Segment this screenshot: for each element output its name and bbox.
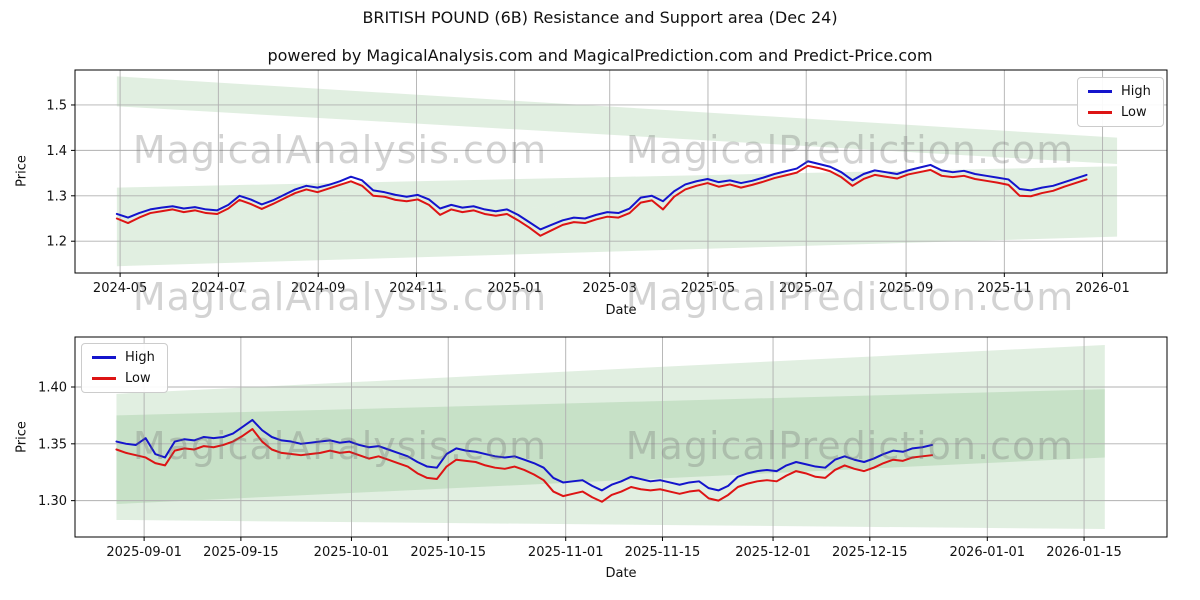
legend-entry-low: Low [92, 371, 155, 386]
x-tick-label: 2025-12-01 [735, 545, 811, 560]
x-tick-label: 2024-05 [93, 281, 147, 296]
support-resistance-band [116, 344, 1105, 530]
x-tick-label: 2024-11 [389, 281, 443, 296]
x-tick-label: 2025-09-01 [106, 545, 182, 560]
legend-label: High [125, 350, 155, 365]
top-chart: 2024-05 2024-07 2024-09 2024-11 2025-01 2025-… [46, 69, 1168, 296]
x-tick-label: 2026-01-15 [1046, 545, 1122, 560]
bottom-chart: 2025-09-01 2025-09-15 2025-10-01 2025-10-15… [38, 336, 1168, 560]
y-tick-label: 1.30 [38, 494, 67, 509]
plot-border [74, 69, 1168, 274]
chart-title: BRITISH POUND (6B) Resistance and Suppor… [362, 8, 838, 27]
x-tick-label: 2025-01 [488, 281, 542, 296]
low-line-swatch [92, 377, 116, 380]
high-line-swatch [92, 356, 116, 359]
bottom-chart-xlabel: Date [605, 566, 637, 581]
low-line [115, 428, 934, 503]
x-tick-label: 2025-10-15 [410, 545, 486, 560]
x-tick-label: 2025-09 [879, 281, 933, 296]
y-tick-label: 1.35 [38, 437, 67, 452]
top-chart-legend: High Low [1077, 77, 1164, 127]
support-resistance-band [116, 166, 1118, 218]
plot-border [74, 336, 1168, 538]
high-line [115, 160, 1088, 231]
support-resistance-band [116, 389, 1105, 505]
bottom-chart-legend: High Low [81, 343, 168, 393]
bottom-chart-ylabel: Price [14, 421, 30, 453]
top-chart-xlabel: Date [605, 303, 637, 318]
x-tick-label: 2026-01-01 [950, 545, 1026, 560]
legend-entry-high: High [92, 350, 155, 365]
x-tick-label: 2024-09 [291, 281, 345, 296]
y-tick-label: 1.40 [38, 381, 67, 396]
y-tick-label: 1.4 [46, 144, 67, 159]
legend-label: Low [1121, 105, 1147, 120]
support-resistance-band [116, 193, 1118, 267]
support-resistance-band [116, 76, 1118, 165]
top-chart-ylabel: Price [14, 155, 30, 187]
legend-label: High [1121, 84, 1151, 99]
y-tick-label: 1.5 [46, 98, 67, 113]
x-tick-label: 2025-11 [977, 281, 1031, 296]
legend-entry-high: High [1088, 84, 1151, 99]
legend-label: Low [125, 371, 151, 386]
x-tick-label: 2025-10-01 [314, 545, 390, 560]
x-tick-label: 2025-09-15 [203, 545, 279, 560]
x-tick-label: 2025-12-15 [832, 545, 908, 560]
x-tick-label: 2025-03 [583, 281, 637, 296]
y-tick-label: 1.3 [46, 189, 67, 204]
x-tick-label: 2026-01 [1075, 281, 1129, 296]
x-tick-label: 2025-07 [779, 281, 833, 296]
y-tick-label: 1.2 [46, 235, 67, 250]
x-tick-label: 2025-11-01 [528, 545, 604, 560]
high-line-swatch [1088, 90, 1112, 93]
high-line [115, 418, 934, 492]
legend-entry-low: Low [1088, 105, 1151, 120]
chart-subtitle: powered by MagicalAnalysis.com and Magic… [267, 46, 933, 65]
x-tick-label: 2025-11-15 [625, 545, 701, 560]
low-line-swatch [1088, 111, 1112, 114]
low-line [115, 164, 1088, 237]
x-tick-label: 2025-05 [681, 281, 735, 296]
x-tick-label: 2024-07 [191, 281, 245, 296]
